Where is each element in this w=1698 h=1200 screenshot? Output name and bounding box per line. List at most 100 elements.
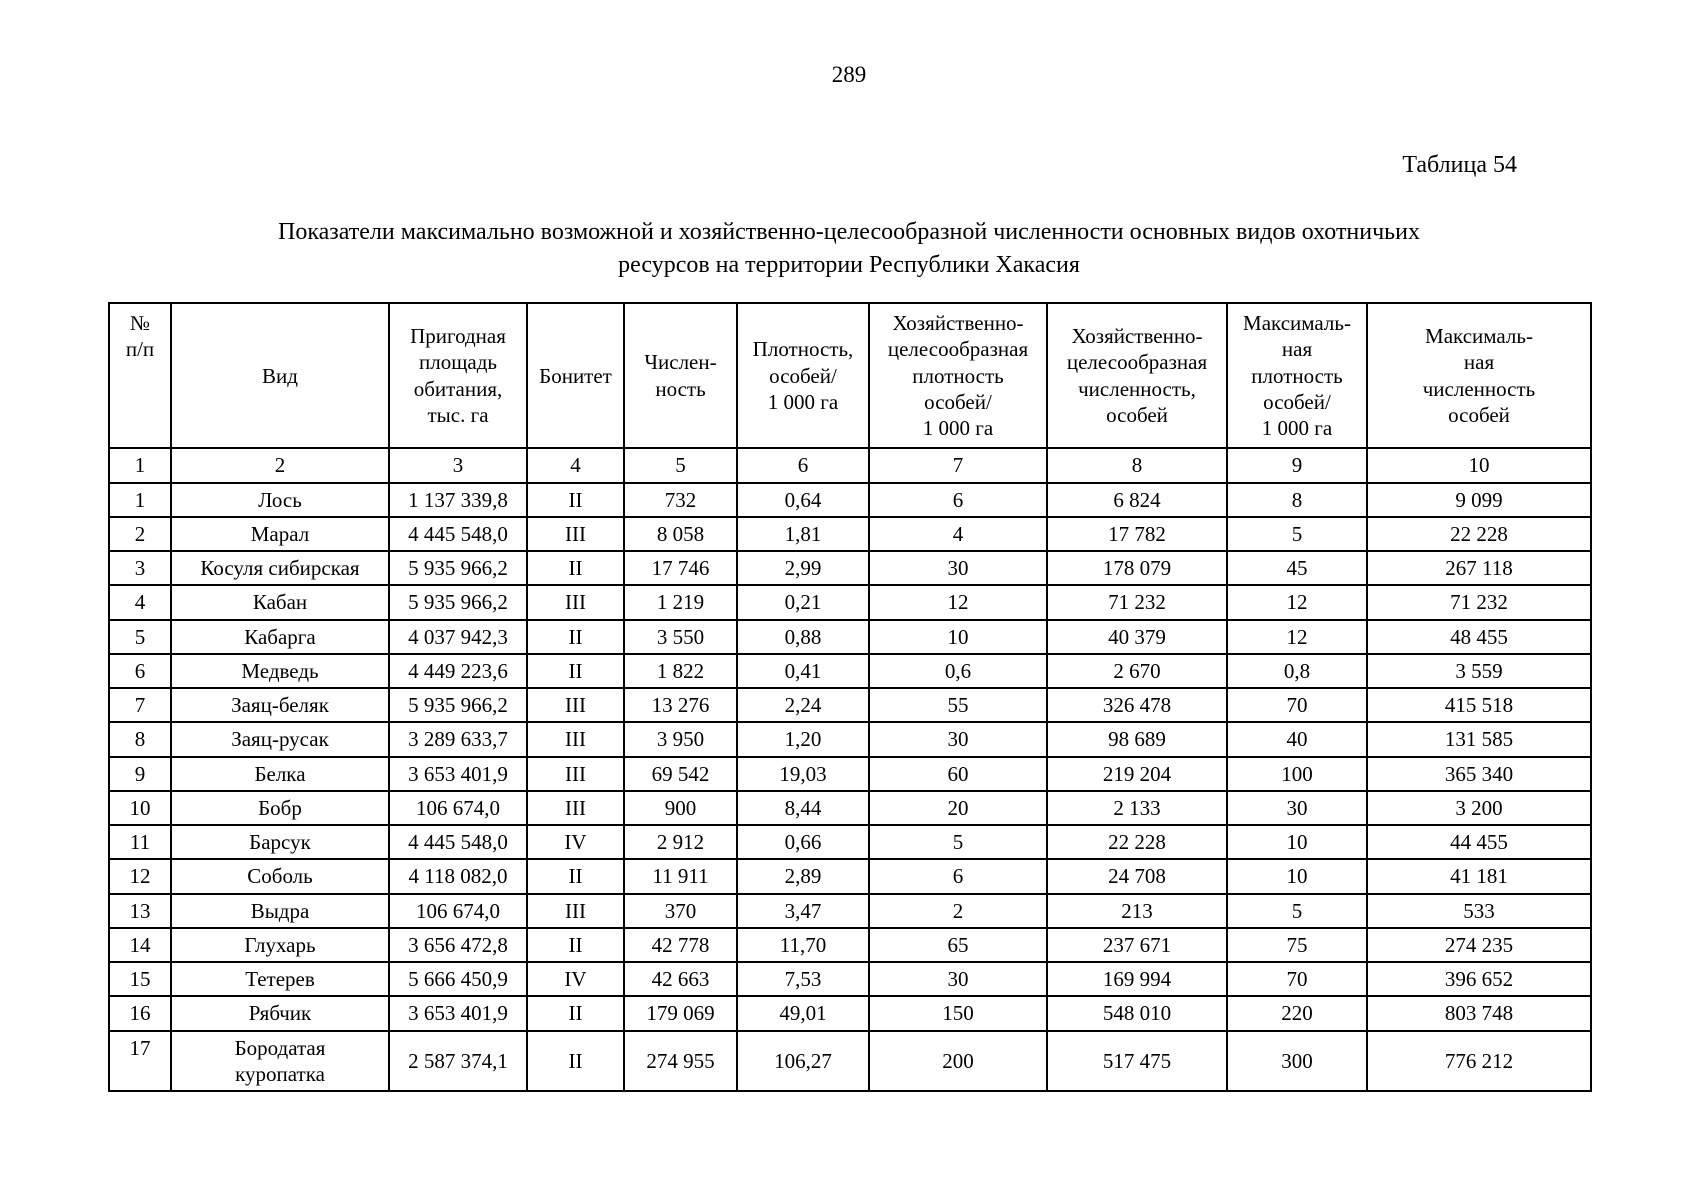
- row-number: 5: [108, 618, 172, 655]
- table-cell: 2,89: [736, 858, 870, 895]
- table-cell: 3 559: [1366, 652, 1592, 690]
- column-numbers-row: 1 2 3 4 5 6 7 8 9 10: [108, 447, 1592, 484]
- table-cell: 0,8: [1226, 652, 1368, 690]
- table-cell: II: [526, 652, 625, 690]
- row-number: 3: [108, 549, 172, 587]
- table-cell: Тетерев: [170, 960, 390, 998]
- table-cell: 5 666 450,9: [388, 960, 528, 998]
- table-cell: 274 235: [1366, 926, 1592, 964]
- table-cell: 71 232: [1046, 584, 1228, 621]
- table-cell: III: [526, 686, 625, 724]
- table-cell: 732: [623, 481, 738, 518]
- column-number: 9: [1226, 447, 1368, 484]
- table-cell: 415 518: [1366, 686, 1592, 724]
- table-row: 9 Белка 3 653 401,9 III 69 542 19,03 60 219 204…: [108, 755, 1592, 792]
- table-cell: 17 782: [1046, 515, 1228, 553]
- table-cell: 0,21: [736, 584, 870, 621]
- table-cell: 803 748: [1366, 995, 1592, 1032]
- table-cell: 370: [623, 892, 738, 929]
- table-row: 8 Заяц-русак 3 289 633,7 III 3 950 1,20 30 98 6…: [108, 721, 1592, 758]
- table-row: 12 Соболь 4 118 082,0 II 11 911 2,89 6 24 708 10…: [108, 858, 1592, 895]
- table-cell: 5: [1226, 892, 1368, 929]
- table-cell: 22 228: [1366, 515, 1592, 553]
- column-number: 5: [623, 447, 738, 484]
- table-cell: 10: [1226, 823, 1368, 861]
- table-cell: II: [526, 549, 625, 587]
- table-cell: III: [526, 755, 625, 792]
- table-cell: 45: [1226, 549, 1368, 587]
- table-cell: III: [526, 721, 625, 758]
- table-cell: 131 585: [1366, 721, 1592, 758]
- table-row: 5 Кабарга 4 037 942,3 II 3 550 0,88 10 40 379 12…: [108, 618, 1592, 655]
- table-cell: 1,81: [736, 515, 870, 553]
- table-cell: II: [526, 926, 625, 964]
- table-cell: Бобр: [170, 789, 390, 827]
- table-cell: 237 671: [1046, 926, 1228, 964]
- table-cell: 70: [1226, 960, 1368, 998]
- table-cell: 4 445 548,0: [388, 515, 528, 553]
- table-cell: 3 200: [1366, 789, 1592, 827]
- table-cell: 179 069: [623, 995, 738, 1032]
- table-row: 11 Барсук 4 445 548,0 IV 2 912 0,66 5 22 228 10 4…: [108, 823, 1592, 861]
- column-number: 4: [526, 447, 625, 484]
- table-cell: 49,01: [736, 995, 870, 1032]
- table-cell: Заяц-беляк: [170, 686, 390, 724]
- table-cell: 5 935 966,2: [388, 584, 528, 621]
- table-cell: 178 079: [1046, 549, 1228, 587]
- table-cell: 4: [868, 515, 1048, 553]
- table-cell: II: [526, 858, 625, 895]
- table-cell: 0,41: [736, 652, 870, 690]
- table-cell: 2: [868, 892, 1048, 929]
- table-cell: 30: [868, 549, 1048, 587]
- table-row: 17 Бородатая куропатка 2 587 374,1 II 274 95…: [108, 1029, 1592, 1092]
- table-cell: 106 674,0: [388, 892, 528, 929]
- page-number: 289: [831, 62, 867, 87]
- table-cell: II: [526, 481, 625, 518]
- table-cell: 65: [868, 926, 1048, 964]
- table-cell: 106,27: [736, 1029, 870, 1092]
- table-cell: 2 587 374,1: [388, 1029, 528, 1092]
- table-cell: 98 689: [1046, 721, 1228, 758]
- table-cell: Барсук: [170, 823, 390, 861]
- table-cell: II: [526, 995, 625, 1032]
- table-cell: IV: [526, 960, 625, 998]
- table-cell: II: [526, 618, 625, 655]
- table-cell: Рябчик: [170, 995, 390, 1032]
- table-cell: 5: [1226, 515, 1368, 553]
- table-row: 2 Марал 4 445 548,0 III 8 058 1,81 4 17 782 5 22 …: [108, 515, 1592, 553]
- column-number: 6: [736, 447, 870, 484]
- table-cell: 2,24: [736, 686, 870, 724]
- table-row: 4 Кабан 5 935 966,2 III 1 219 0,21 12 71 232 12 7…: [108, 584, 1592, 621]
- column-header-9: Максималь- ная плотность особей/ 1 000 г…: [1226, 301, 1368, 450]
- table-cell: 4 037 942,3: [388, 618, 528, 655]
- table-cell: Марал: [170, 515, 390, 553]
- table-row: 16 Рябчик 3 653 401,9 II 179 069 49,01 150 548 …: [108, 995, 1592, 1032]
- table-cell: 3 653 401,9: [388, 995, 528, 1032]
- table-cell: 365 340: [1366, 755, 1592, 792]
- column-number: 10: [1366, 447, 1592, 484]
- table-cell: 40 379: [1046, 618, 1228, 655]
- table-cell: II: [526, 1029, 625, 1092]
- column-number: 1: [108, 447, 172, 484]
- table-cell: III: [526, 789, 625, 827]
- table-cell: 1 822: [623, 652, 738, 690]
- column-number: 2: [170, 447, 390, 484]
- row-number: 15: [108, 960, 172, 998]
- table-cell: 9 099: [1366, 481, 1592, 518]
- table-cell: 267 118: [1366, 549, 1592, 587]
- table-cell: 6 824: [1046, 481, 1228, 518]
- column-number: 8: [1046, 447, 1228, 484]
- table-cell: 548 010: [1046, 995, 1228, 1032]
- table-cell: 3 950: [623, 721, 738, 758]
- table-cell: 3,47: [736, 892, 870, 929]
- column-header-4: Бонитет: [526, 301, 625, 450]
- table-cell: 70: [1226, 686, 1368, 724]
- table-row: 3 Косуля сибирская 5 935 966,2 II 17 746 2,99…: [108, 549, 1592, 587]
- table-cell: 7,53: [736, 960, 870, 998]
- table-cell: 220: [1226, 995, 1368, 1032]
- column-header-3: Пригодная площадь обитания, тыс. га: [388, 301, 528, 450]
- table-cell: 0,88: [736, 618, 870, 655]
- table-cell: 4 118 082,0: [388, 858, 528, 895]
- table-cell: Лось: [170, 481, 390, 518]
- table-cell: IV: [526, 823, 625, 861]
